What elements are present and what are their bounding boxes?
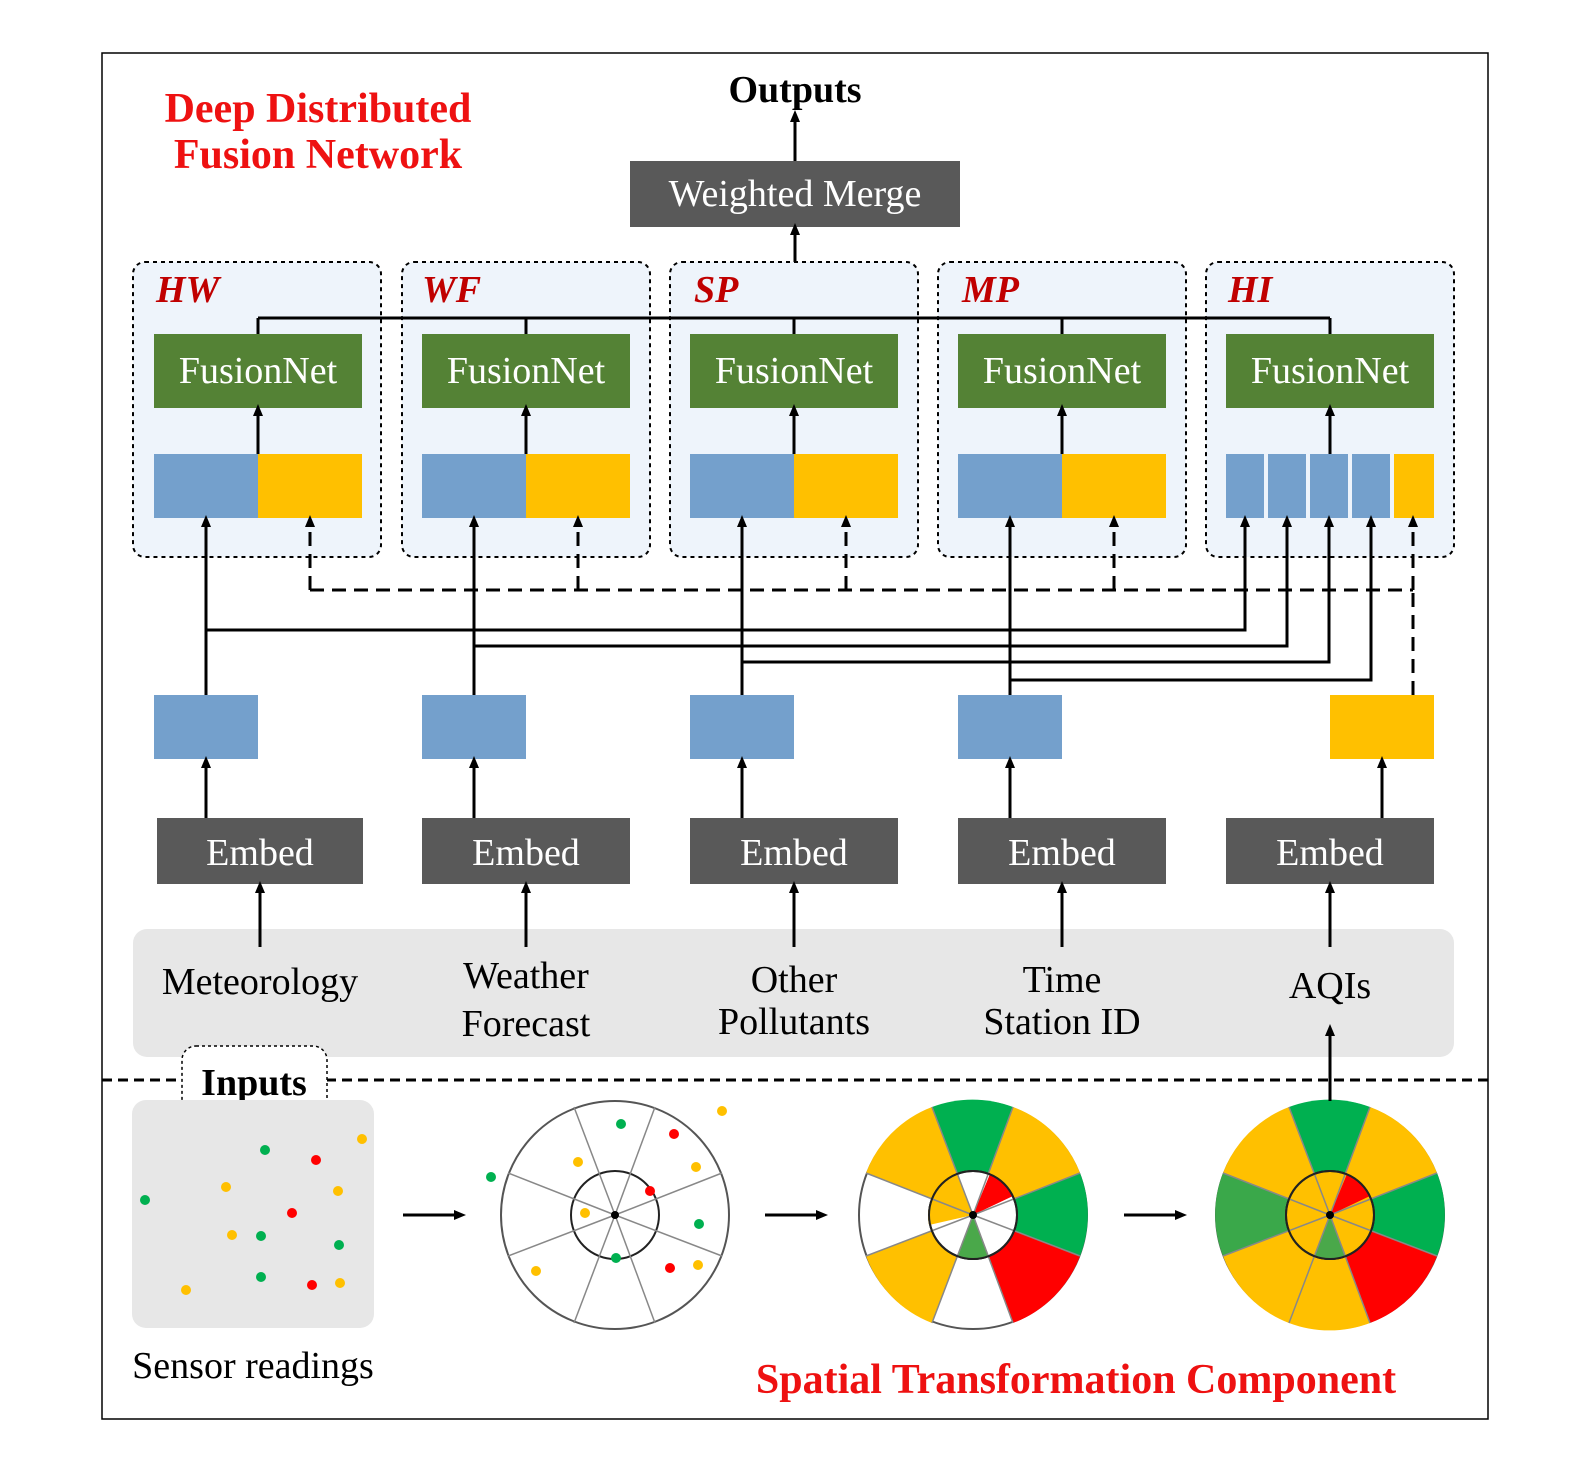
input-meteorology: Meteorology [162,961,358,1003]
feature-yellow [258,454,362,518]
embedding-meteorology [154,695,258,759]
embed-box [157,818,363,884]
feature-blue [958,454,1062,518]
polar-grid-sensors [486,1100,730,1330]
fusionnet-box [958,334,1166,408]
input-time-station-line1: Time [1023,959,1102,1001]
feature-blue [1268,454,1306,518]
fusionnet-box [1226,334,1434,408]
fusionnet-box [422,334,630,408]
network-title-line2: Fusion Network [174,132,463,178]
branch-wf: WF FusionNet [401,261,651,558]
branch-tag: HI [1227,269,1274,311]
fusionnet-label: FusionNet [715,350,874,392]
embed-label: Embed [1276,832,1384,874]
component-title: Spatial Transformation Component [756,1357,1396,1403]
feature-blue [1226,454,1264,518]
fusion-output-bus [256,316,1332,334]
polar-grid-partial [858,1099,1088,1330]
embed-box [690,818,898,884]
branch-hi: HI FusionNet [1205,261,1455,558]
fusionnet-label: FusionNet [1251,350,1410,392]
embed-label: Embed [206,832,314,874]
inputs-badge-label: Inputs [201,1062,307,1104]
branch-sp: SP FusionNet [669,261,919,558]
weighted-merge-label: Weighted Merge [669,173,922,215]
sensor-dots [140,1134,367,1295]
embed-label: Embed [740,832,848,874]
embed-label: Embed [1008,832,1116,874]
embedding-weather-forecast [422,695,526,759]
sensor-readings-label: Sensor readings [132,1345,374,1387]
feature-blue [1310,454,1348,518]
branch-hw: HW FusionNet [132,261,382,558]
blue-feature-connections [201,515,1376,695]
embed-arrows [201,756,1387,818]
input-other-pollutants-line2: Pollutants [718,1001,870,1043]
feature-yellow [526,454,630,518]
embed-box [1226,818,1434,884]
input-arrows [255,881,1335,947]
fusionnet-box [690,334,898,408]
fusionnet-label: FusionNet [447,350,606,392]
feature-yellow [794,454,898,518]
embedding-other-pollutants [690,695,794,759]
fusionnet-label: FusionNet [983,350,1142,392]
feature-yellow [1394,454,1434,518]
weighted-merge-box [630,161,960,227]
branch-tag: HW [155,269,223,311]
outputs-label: Outputs [728,69,861,111]
input-time-station-line2: Station ID [983,1001,1140,1043]
fusionnet-label: FusionNet [179,350,338,392]
embed-label: Embed [472,832,580,874]
feature-blue [1352,454,1390,518]
aqi-feature-connections [305,515,1418,695]
branch-tag: WF [422,269,481,311]
embed-box [958,818,1166,884]
branch-mp: MP FusionNet [937,261,1187,558]
input-weather-forecast-line1: Weather [463,955,589,997]
embedding-aqis [1330,695,1434,759]
input-weather-forecast-line2: Forecast [462,1003,591,1045]
input-aqis: AQIs [1289,965,1371,1007]
fusionnet-box [154,334,362,408]
embedding-time-station [958,695,1062,759]
feature-blue [154,454,258,518]
network-title-line1: Deep Distributed [165,86,472,132]
polar-grid-complete [1215,1099,1445,1331]
branch-tag: SP [694,269,739,311]
embed-box [422,818,630,884]
feature-blue [422,454,526,518]
embed-layers: Embed Embed Embed Embed Embed [157,818,1434,884]
input-panel [133,929,1454,1057]
input-other-pollutants-line1: Other [751,959,838,1001]
feature-yellow [1062,454,1166,518]
branch-tag: MP [961,269,1020,311]
sensor-panel [132,1100,374,1328]
feature-blue [690,454,794,518]
